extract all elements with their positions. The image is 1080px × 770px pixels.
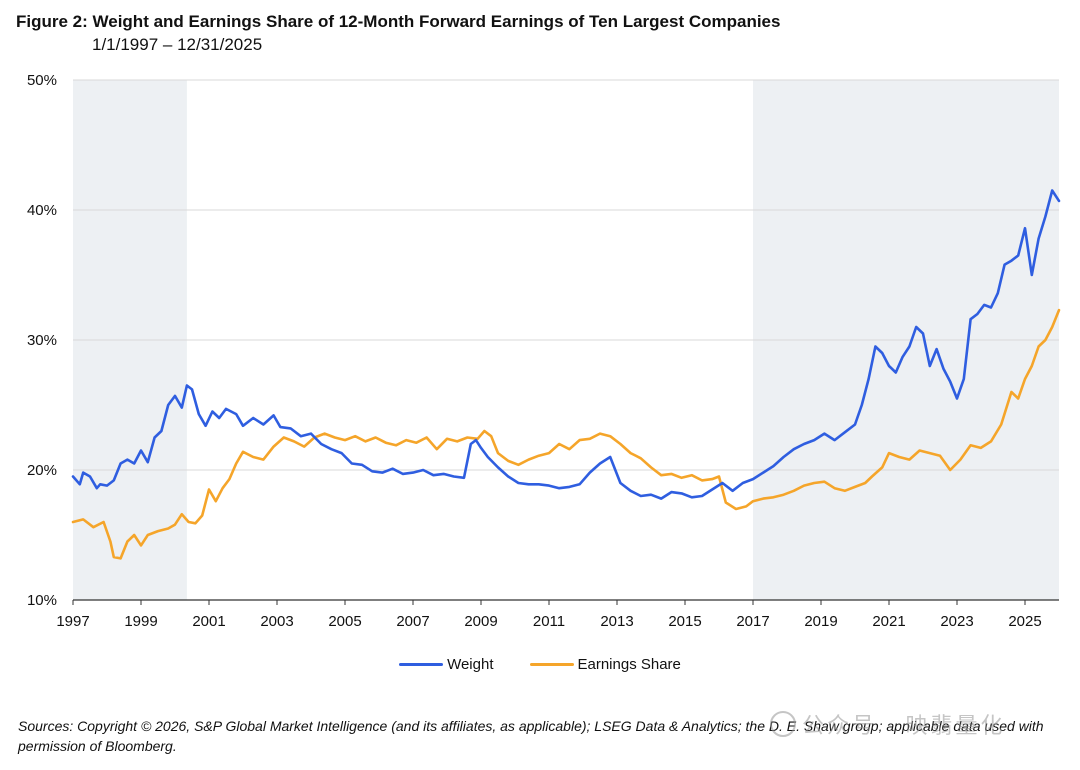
legend-item-weight: Weight — [399, 656, 494, 673]
y-tick-label: 30% — [27, 332, 57, 349]
chart-title: Figure 2: Weight and Earnings Share of 1… — [16, 12, 781, 31]
x-tick-label: 2019 — [804, 613, 837, 630]
y-tick-label: 40% — [27, 202, 57, 219]
x-tick-label: 2007 — [396, 613, 429, 630]
watermark-text: 公众号 · 映翡量化 — [802, 713, 1006, 738]
x-tick-label: 2011 — [533, 613, 565, 630]
x-tick-label: 1999 — [124, 613, 157, 630]
series-line-earnings-share — [71, 308, 1061, 560]
y-tick-label: 50% — [27, 72, 57, 89]
y-tick-label: 10% — [27, 592, 57, 609]
x-tick-label: 2001 — [192, 613, 225, 630]
x-tick-label: 2009 — [464, 613, 497, 630]
legend-swatch-weight — [399, 663, 444, 666]
watermark: 公众号 · 映翡量化 — [770, 708, 1006, 740]
x-tick-label: 2013 — [600, 613, 633, 630]
series-line-weight — [71, 189, 1061, 500]
y-tick-label: 20% — [27, 462, 57, 479]
x-tick-label: 2003 — [260, 613, 293, 630]
x-tick-label: 2015 — [668, 613, 701, 630]
x-tick-label: 1997 — [56, 613, 89, 630]
x-tick-label: 2005 — [328, 613, 361, 630]
x-tick-label: 2017 — [736, 613, 769, 630]
x-tick-label: 2025 — [1008, 613, 1041, 630]
chart-subtitle: 1/1/1997 – 12/31/2025 — [92, 35, 263, 54]
legend-label-earnings-share: Earnings Share — [577, 656, 681, 673]
legend-item-earnings-share: Earnings Share — [529, 656, 681, 673]
chart-legend: Weight Earnings Share — [0, 656, 1080, 673]
x-tick-label: 2023 — [940, 613, 973, 630]
legend-label-weight: Weight — [447, 656, 494, 673]
x-tick-label: 2021 — [872, 613, 905, 630]
legend-swatch-earnings-share — [529, 663, 574, 666]
wechat-icon — [770, 711, 796, 737]
